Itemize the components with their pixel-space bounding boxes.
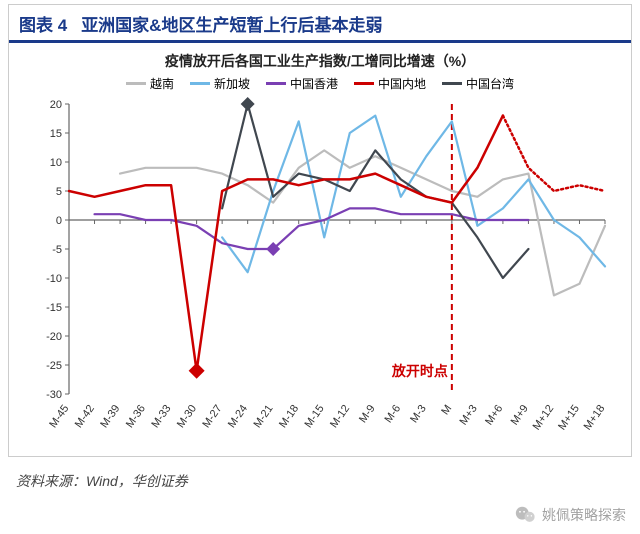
legend-item: 新加坡 xyxy=(190,75,250,92)
legend-swatch xyxy=(126,82,146,85)
svg-text:M-3: M-3 xyxy=(408,403,429,425)
chart-area: 疫情放开后各国工业生产指数/工增同比增速（%） 越南 新加坡 中国香港 中国内地 中国台… xyxy=(9,43,631,456)
svg-text:-20: -20 xyxy=(46,331,62,343)
svg-text:5: 5 xyxy=(56,186,62,198)
legend-label: 越南 xyxy=(150,75,174,92)
legend-swatch xyxy=(354,82,374,85)
svg-text:M-9: M-9 xyxy=(357,403,378,425)
svg-text:M: M xyxy=(439,403,454,417)
svg-text:M+6: M+6 xyxy=(483,403,505,428)
legend-item: 越南 xyxy=(126,75,174,92)
legend-label: 中国香港 xyxy=(290,75,338,92)
chart-card: 图表 4 亚洲国家&地区生产短暂上行后基本走弱 疫情放开后各国工业生产指数/工增… xyxy=(8,4,632,457)
svg-text:M-18: M-18 xyxy=(277,403,301,430)
title-text: 亚洲国家&地区生产短暂上行后基本走弱 xyxy=(81,11,382,36)
legend: 越南 新加坡 中国香港 中国内地 中国台湾 xyxy=(17,75,623,92)
watermark-text: 姚佩策略探索 xyxy=(542,505,626,525)
svg-text:-5: -5 xyxy=(52,244,62,256)
wechat-icon xyxy=(514,504,536,526)
svg-text:M-6: M-6 xyxy=(383,403,404,425)
svg-text:M-15: M-15 xyxy=(302,403,326,430)
svg-text:-10: -10 xyxy=(46,273,62,285)
svg-text:10: 10 xyxy=(50,157,62,169)
titlebar: 图表 4 亚洲国家&地区生产短暂上行后基本走弱 xyxy=(9,5,631,43)
legend-item: 中国香港 xyxy=(266,75,338,92)
legend-swatch xyxy=(442,82,462,85)
svg-text:M-33: M-33 xyxy=(149,403,173,430)
svg-text:M-21: M-21 xyxy=(251,403,275,430)
watermark: 姚佩策略探索 xyxy=(514,504,626,526)
svg-text:20: 20 xyxy=(50,99,62,111)
svg-text:M+12: M+12 xyxy=(531,403,557,433)
svg-text:M+18: M+18 xyxy=(582,403,608,433)
svg-text:M-45: M-45 xyxy=(47,403,71,430)
svg-text:M-36: M-36 xyxy=(124,403,148,430)
svg-text:-30: -30 xyxy=(46,389,62,401)
svg-text:0: 0 xyxy=(56,215,62,227)
chart-title: 疫情放开后各国工业生产指数/工增同比增速（%） xyxy=(17,51,623,71)
title-prefix: 图表 4 xyxy=(19,11,67,36)
legend-label: 新加坡 xyxy=(214,75,250,92)
svg-text:M+3: M+3 xyxy=(458,403,480,428)
svg-text:M-12: M-12 xyxy=(328,403,352,430)
svg-text:M+9: M+9 xyxy=(509,403,531,428)
svg-text:-25: -25 xyxy=(46,360,62,372)
legend-swatch xyxy=(266,82,286,85)
svg-text:15: 15 xyxy=(50,128,62,140)
line-chart: -30-25-20-15-10-505101520M-45M-42M-39M-3… xyxy=(25,94,615,454)
legend-label: 中国台湾 xyxy=(466,75,514,92)
legend-item: 中国内地 xyxy=(354,75,426,92)
legend-label: 中国内地 xyxy=(378,75,426,92)
svg-text:M-30: M-30 xyxy=(175,403,199,430)
source-text: 资料来源：Wind，华创证券 xyxy=(16,471,640,491)
legend-item: 中国台湾 xyxy=(442,75,514,92)
svg-text:M+15: M+15 xyxy=(556,403,582,433)
svg-text:M-39: M-39 xyxy=(98,403,122,430)
svg-text:M-24: M-24 xyxy=(226,403,250,430)
svg-text:-15: -15 xyxy=(46,302,62,314)
svg-text:M-42: M-42 xyxy=(73,403,97,430)
legend-swatch xyxy=(190,82,210,85)
svg-text:M-27: M-27 xyxy=(200,403,224,430)
svg-text:放开时点: 放开时点 xyxy=(391,363,448,379)
